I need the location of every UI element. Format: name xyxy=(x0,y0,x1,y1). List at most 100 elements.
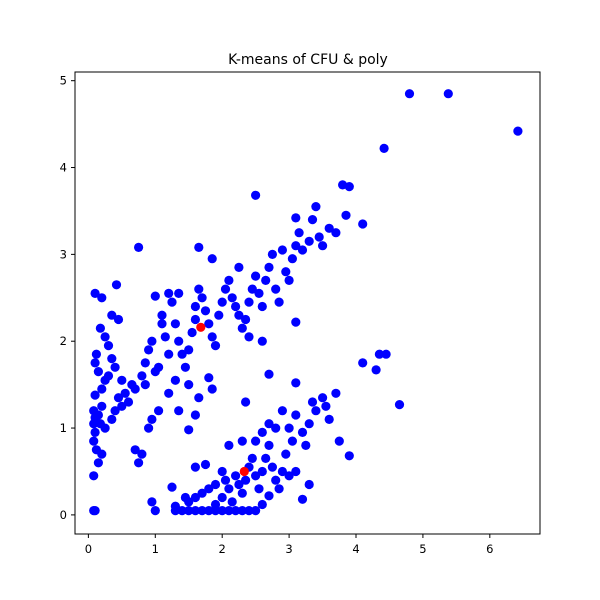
data-point xyxy=(227,497,237,507)
data-point xyxy=(150,291,160,301)
y-axis-ticks: 0 1 2 3 4 5 xyxy=(60,74,75,522)
data-point xyxy=(207,254,217,264)
data-point xyxy=(274,297,284,307)
data-point xyxy=(251,471,261,481)
centroid-point xyxy=(239,466,249,477)
data-point xyxy=(297,245,308,255)
data-point xyxy=(134,458,144,468)
data-point xyxy=(174,406,184,416)
data-point xyxy=(93,367,103,377)
data-point xyxy=(264,419,274,429)
x-tick-label: 4 xyxy=(352,542,359,556)
data-point xyxy=(307,397,318,407)
x-tick-label: 1 xyxy=(152,542,159,556)
data-point xyxy=(190,314,200,325)
data-point xyxy=(251,271,261,281)
data-point xyxy=(231,471,241,481)
data-point xyxy=(281,267,291,277)
data-point xyxy=(241,475,251,485)
data-point xyxy=(93,458,103,468)
data-point xyxy=(217,297,227,307)
data-point xyxy=(207,332,217,342)
data-point xyxy=(194,284,204,294)
data-point xyxy=(177,506,187,516)
data-point xyxy=(184,506,194,516)
data-point xyxy=(291,317,301,327)
data-point xyxy=(271,475,281,485)
data-point xyxy=(200,459,211,470)
y-tick-label: 1 xyxy=(60,421,67,435)
data-point xyxy=(247,284,257,294)
data-point xyxy=(113,314,124,325)
data-point xyxy=(311,202,321,212)
data-point xyxy=(204,373,214,383)
data-point xyxy=(197,506,207,516)
data-point xyxy=(381,349,391,359)
data-point xyxy=(210,499,221,510)
data-point xyxy=(160,332,170,342)
plot-area-frame xyxy=(74,71,541,535)
data-point xyxy=(90,390,100,400)
data-point xyxy=(154,362,164,372)
data-point xyxy=(224,275,234,285)
data-point xyxy=(231,301,241,312)
data-point xyxy=(287,436,297,446)
data-point xyxy=(91,349,101,359)
data-point xyxy=(443,89,453,99)
data-point xyxy=(154,406,164,416)
data-point xyxy=(237,506,247,516)
data-point xyxy=(314,232,324,242)
data-point xyxy=(231,506,241,516)
data-point xyxy=(311,406,321,416)
data-point xyxy=(284,423,294,433)
data-point xyxy=(120,388,130,398)
data-point xyxy=(157,319,167,329)
data-point xyxy=(404,89,415,99)
data-point xyxy=(157,310,167,320)
data-point xyxy=(304,419,314,429)
data-point xyxy=(117,375,127,385)
data-point xyxy=(174,336,184,346)
data-point xyxy=(257,427,267,437)
data-point xyxy=(95,419,105,429)
data-point xyxy=(261,453,271,463)
data-point xyxy=(291,378,301,388)
data-point xyxy=(237,488,247,498)
data-point xyxy=(170,319,180,329)
data-point xyxy=(190,410,200,420)
data-point xyxy=(237,323,247,333)
data-point xyxy=(301,440,311,450)
data-point xyxy=(190,301,200,312)
data-point xyxy=(334,436,344,446)
data-point xyxy=(90,358,100,368)
data-point xyxy=(247,453,257,463)
data-point xyxy=(294,228,304,238)
data-point xyxy=(358,358,368,368)
data-point xyxy=(257,336,267,346)
data-point xyxy=(281,449,291,459)
data-point xyxy=(277,466,287,477)
x-tick-label: 3 xyxy=(285,542,292,556)
data-point xyxy=(147,497,157,507)
data-point xyxy=(257,466,267,477)
data-point xyxy=(167,482,177,492)
data-point xyxy=(107,354,117,364)
data-point xyxy=(251,190,261,200)
data-point xyxy=(204,506,214,516)
data-point xyxy=(184,425,194,435)
data-point xyxy=(89,471,99,481)
data-point xyxy=(277,406,287,416)
y-tick-label: 4 xyxy=(60,161,67,175)
data-point xyxy=(170,501,180,511)
points-layer xyxy=(89,89,523,516)
data-point xyxy=(344,182,354,192)
data-point xyxy=(277,245,287,255)
chart-title: K-means of CFU & poly xyxy=(228,52,388,68)
data-point xyxy=(107,310,117,320)
data-point xyxy=(220,475,231,485)
data-point xyxy=(100,375,110,385)
data-point xyxy=(297,427,308,437)
y-tick-label: 0 xyxy=(60,508,67,522)
data-point xyxy=(304,236,314,246)
